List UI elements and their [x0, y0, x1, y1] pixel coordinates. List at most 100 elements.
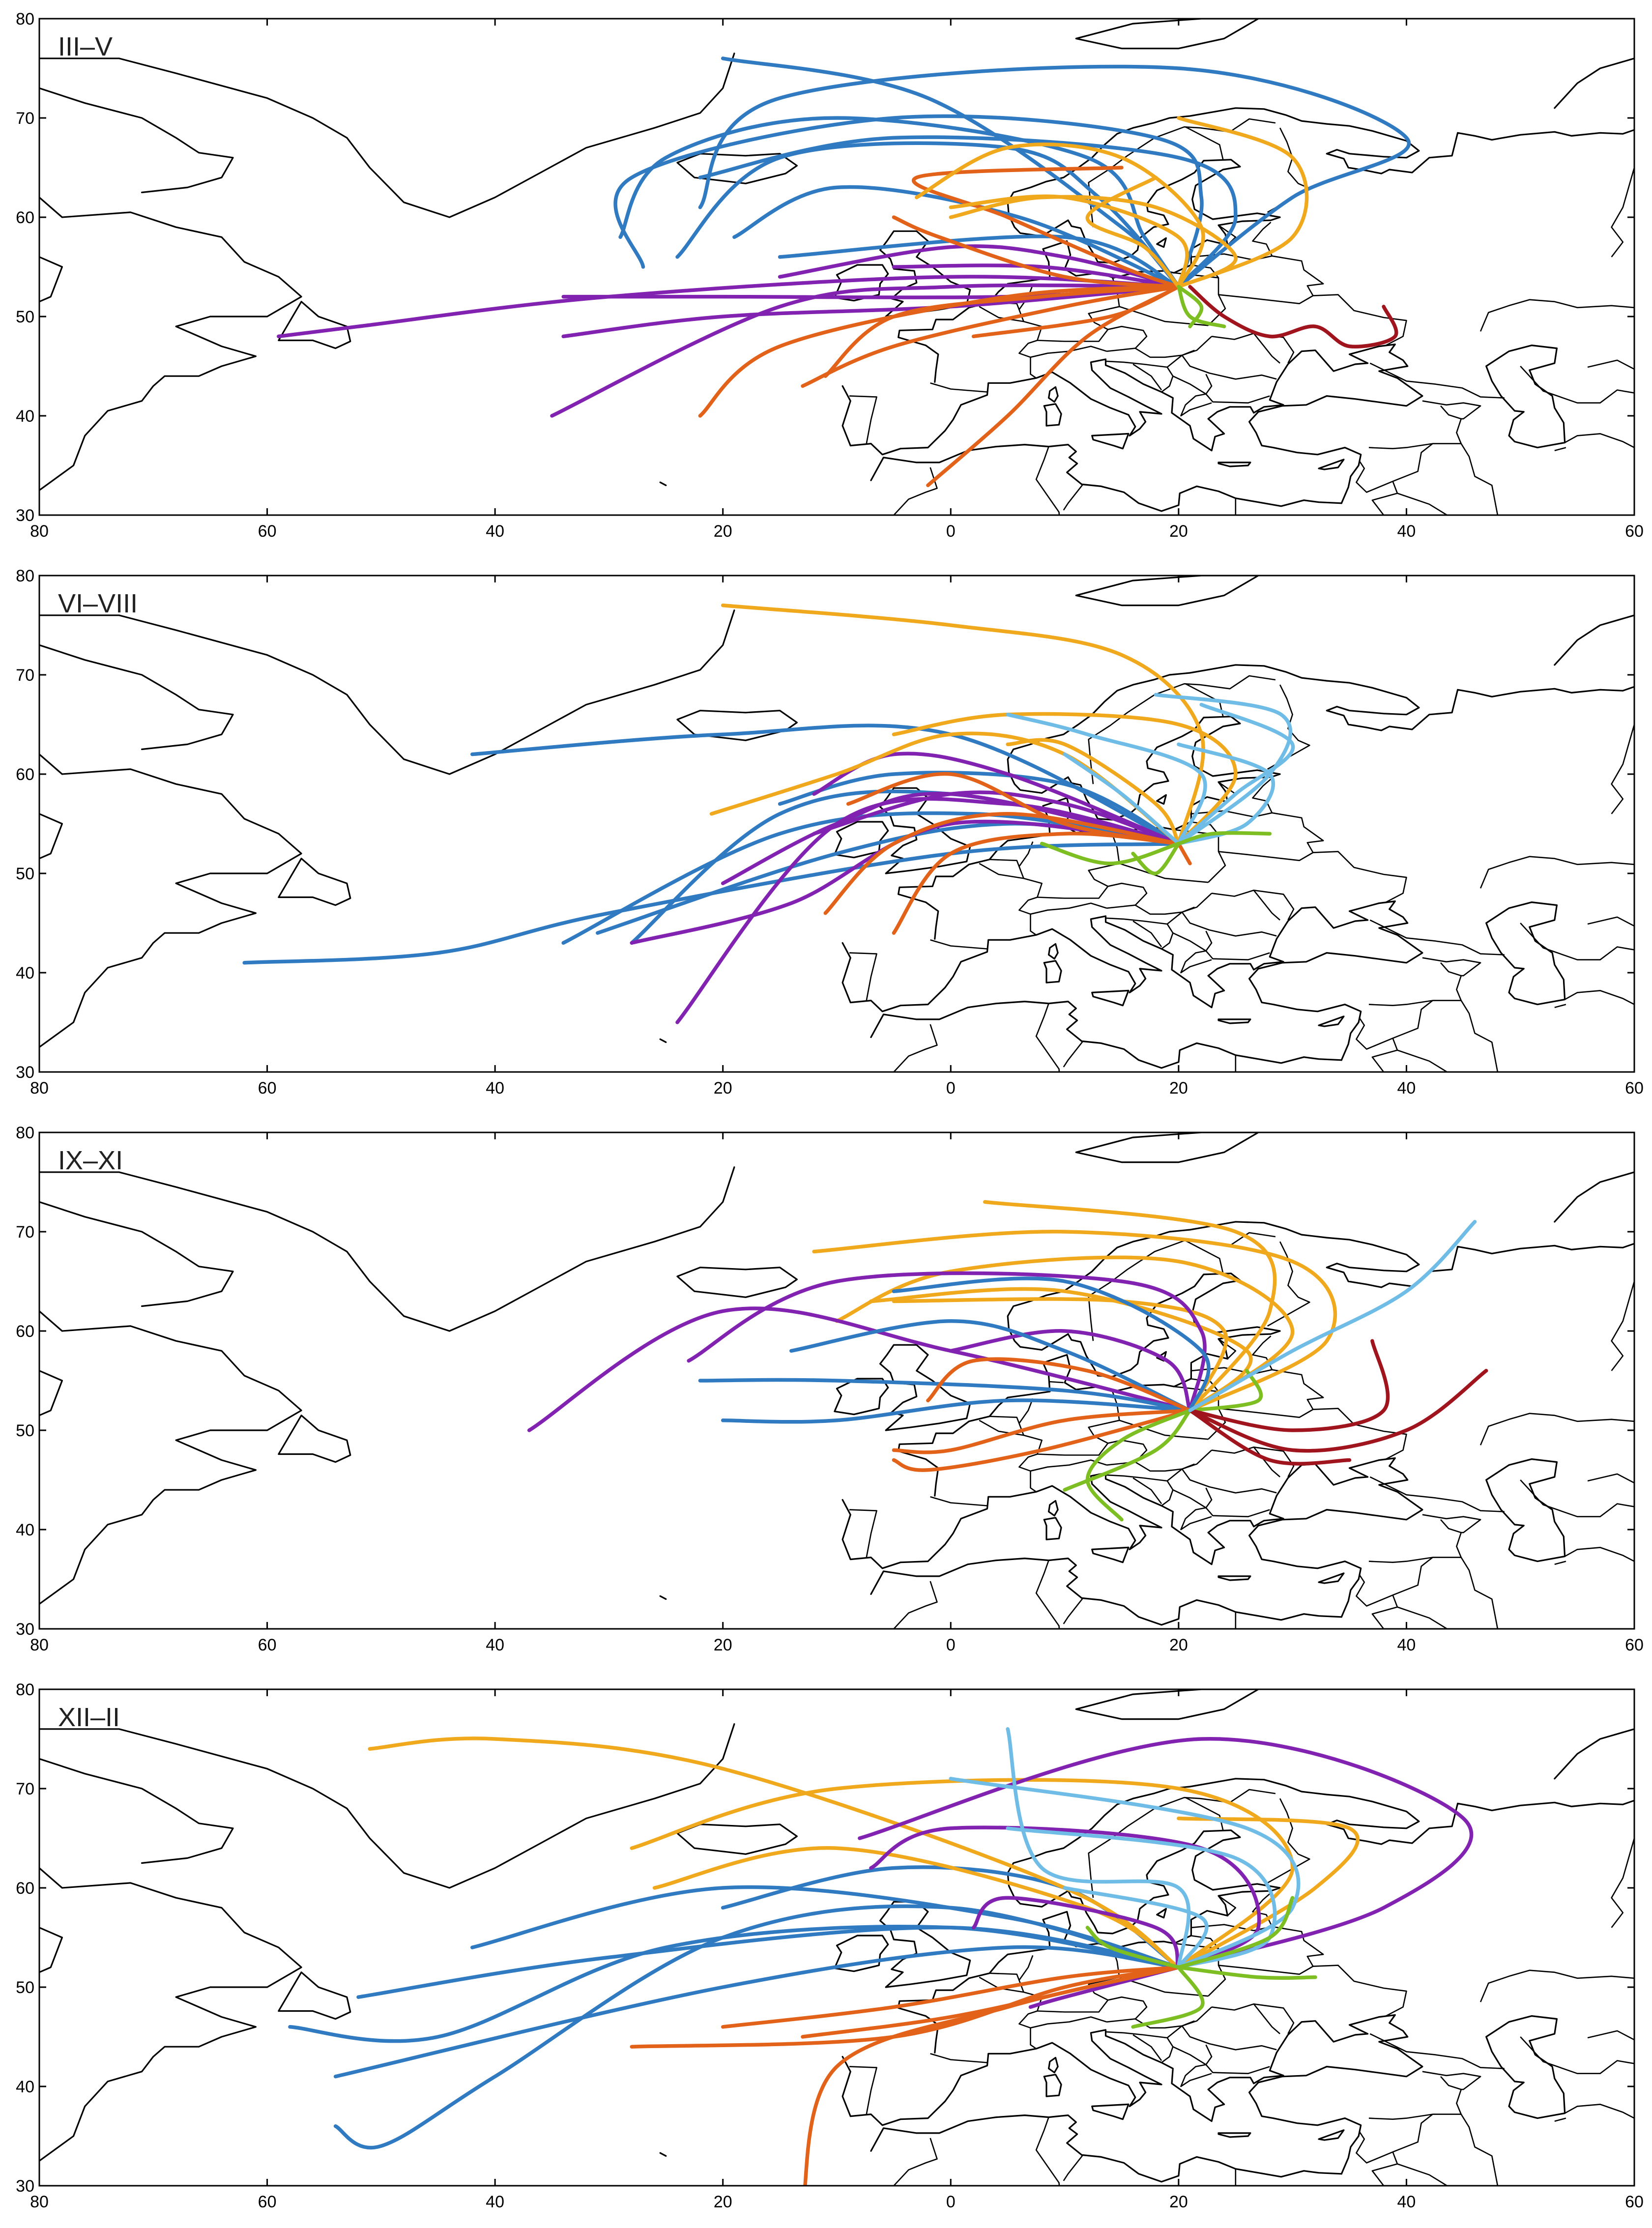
x-tick-label: 80 [30, 1636, 49, 1654]
trajectory-orange-3 [892, 712, 1238, 846]
trajectory-orange-3 [949, 195, 1238, 289]
trajectory-lightblue-1 [949, 1777, 1301, 1969]
border-romania [1181, 349, 1277, 380]
trajectory-darkred-1 [1188, 1339, 1390, 1432]
x-tick-label: 20 [714, 1636, 732, 1654]
trajectory-darkorange-2 [630, 1965, 1181, 2049]
trajectory-lightblue-3 [1006, 1727, 1191, 1969]
trajectory-purple-3 [721, 791, 1181, 885]
border-caucasus [1369, 1476, 1505, 1512]
trajectory-darkorange-3 [926, 285, 1181, 488]
trajectory-blue-4 [675, 141, 1181, 289]
iceland-coast [676, 1823, 798, 1855]
border-caucasus-south [1422, 400, 1481, 420]
border-syria-iraq [1356, 443, 1433, 493]
white-sea-island-coast [659, 1038, 667, 1043]
trajectory-green-4 [1085, 1926, 1181, 1969]
x-tick-label: 60 [258, 1636, 277, 1654]
trajectory-purple-1 [277, 275, 1181, 339]
map-panel-1: 80 60 40 20 0 20 40 60 80 70 60 50 40 30 III–V [0, 0, 1652, 557]
border-caucasus [1369, 2033, 1505, 2069]
border-baltics [1191, 1892, 1273, 1932]
sicily-coast [1091, 2103, 1130, 2120]
border-netherlands-germany [1018, 1398, 1034, 1424]
border-syria-iraq [1356, 1557, 1433, 1607]
y-tick-label: 70 [16, 1223, 34, 1242]
gotland-coast [1156, 1908, 1167, 1919]
plot-frame [38, 575, 1635, 1073]
border-germany-poland [1037, 834, 1120, 899]
africa-coast [870, 444, 1342, 512]
border-hungary-south [1135, 336, 1212, 358]
border-russia-mongolia [1520, 1479, 1634, 1517]
border-syria-iraq [1356, 2113, 1433, 2164]
border-sweden-finland [1185, 126, 1224, 160]
africa-coast [870, 1558, 1342, 1626]
x-tick-label: 40 [486, 1079, 504, 1098]
border-russia-mongolia [1520, 366, 1634, 404]
border-balkans-4 [1132, 363, 1162, 391]
trajectory-purple-1 [527, 1306, 1192, 1432]
gotland-coast [1156, 794, 1167, 805]
trajectory-orange-1 [368, 1736, 1181, 1969]
trajectory-blue-8 [698, 135, 1238, 289]
x-tick-label: 0 [946, 1079, 956, 1098]
y-tick-label: 50 [16, 865, 34, 883]
border-north-africa-3 [1063, 1041, 1084, 1068]
crete-coast [1217, 1018, 1251, 1024]
border-russia-mongolia [1520, 2036, 1634, 2074]
trajectory-green-1 [1177, 285, 1226, 328]
border-romania [1181, 1463, 1277, 1494]
season-label: III–V [58, 32, 113, 61]
border-germany-poland [1037, 1948, 1120, 2013]
caspian-coast [1485, 2015, 1566, 2119]
trajectory-blue-5 [732, 185, 1181, 289]
hudson-bay-coast [39, 1927, 63, 1973]
border-switzerland-italy [1030, 2016, 1107, 2029]
baffin-coast [39, 644, 234, 751]
border-finland-russia [1267, 1241, 1310, 1327]
trajectory-purple-5 [778, 244, 1181, 289]
trajectory-darkred-3 [1188, 1408, 1352, 1466]
gotland-coast [1156, 237, 1167, 248]
border-portugal-spain [849, 1509, 877, 1558]
border-ukraine-russia [1313, 851, 1407, 903]
plot-frame [38, 18, 1635, 516]
border-france-spain [930, 382, 987, 393]
border-turkmen [1564, 1547, 1634, 1562]
border-iran-iraq [1460, 1557, 1499, 1629]
border-north-africa-2 [1035, 1560, 1060, 1629]
trajectory-lightblue-1 [1188, 1220, 1477, 1413]
y-tick-label: 30 [16, 2177, 34, 2196]
x-tick-label: 40 [1397, 2193, 1416, 2211]
border-iran-iraq [1460, 443, 1499, 515]
y-tick-label: 70 [16, 1780, 34, 1798]
border-turkmen [1564, 990, 1634, 1005]
border-balkans-2 [1166, 911, 1183, 925]
x-tick-label: 60 [258, 2193, 277, 2211]
border-bulgaria [1205, 374, 1270, 404]
border-turkmen [1564, 433, 1634, 448]
trajectory-orange-4 [892, 1297, 1228, 1413]
trajectory-orange-4 [1085, 175, 1181, 289]
border-austria-hungary [1106, 882, 1148, 909]
crete-coast [1217, 462, 1251, 467]
plot-frame [38, 1131, 1635, 1630]
border-russia-east [1611, 724, 1634, 814]
border-ukraine-south [1211, 2003, 1295, 2034]
white-sea-island-coast [659, 481, 667, 486]
border-iran-east [1554, 2117, 1566, 2122]
border-lithuania [1189, 1378, 1219, 1392]
ireland-coast [834, 1378, 889, 1416]
border-moldova [1253, 890, 1280, 921]
y-tick-label: 80 [16, 10, 34, 29]
border-caucasus-south [1422, 2071, 1481, 2090]
border-balkans-3 [1172, 2046, 1212, 2087]
border-iran-iraq [1460, 1000, 1499, 1072]
map-panel-2: 80 60 40 20 0 20 40 60 80 70 60 50 40 30 VI–VIII [0, 557, 1652, 1114]
border-north-africa-3 [1063, 484, 1084, 511]
border-switzerland-italy [1030, 902, 1107, 915]
trajectory-darkred-2 [1188, 1369, 1488, 1453]
border-france-germany [979, 1976, 1043, 2050]
trajectory-darkorange-1 [892, 1408, 1192, 1454]
